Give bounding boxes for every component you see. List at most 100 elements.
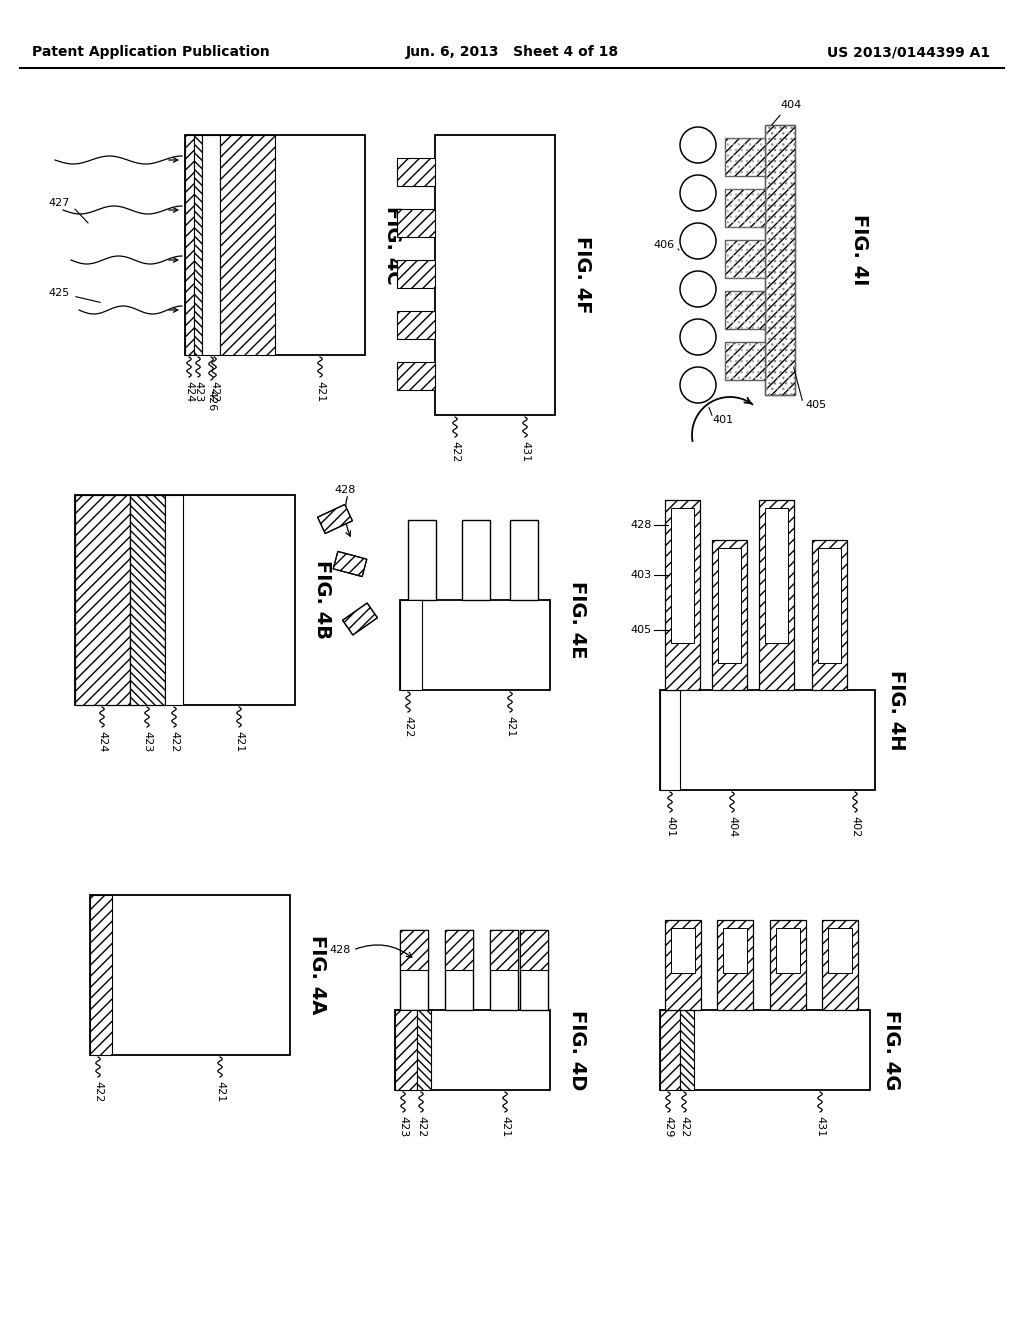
Text: 422: 422	[679, 1115, 689, 1138]
Text: FIG. 4I: FIG. 4I	[850, 214, 869, 285]
Bar	[770, 920, 806, 1010]
Text: 406: 406	[654, 240, 675, 249]
Text: Patent Application Publication: Patent Application Publication	[32, 45, 269, 59]
Circle shape	[680, 223, 716, 259]
Text: 422: 422	[209, 381, 219, 403]
Text: 429: 429	[663, 1115, 673, 1138]
Bar	[185, 135, 365, 355]
Bar	[75, 495, 130, 705]
Text: 403: 403	[631, 570, 652, 579]
Text: FIG. 4F: FIG. 4F	[573, 236, 592, 314]
Text: 405: 405	[631, 624, 652, 635]
Bar	[671, 508, 694, 643]
Bar	[776, 928, 800, 973]
Text: 425: 425	[49, 288, 70, 298]
Bar	[660, 1010, 870, 1090]
Text: 421: 421	[500, 1115, 510, 1138]
Bar	[417, 1010, 431, 1090]
Bar	[130, 495, 165, 705]
Bar	[397, 158, 435, 186]
Bar	[520, 931, 548, 970]
Bar	[408, 520, 436, 601]
Bar	[665, 920, 701, 1010]
Bar	[671, 928, 695, 973]
Bar	[712, 540, 746, 690]
Text: 426: 426	[206, 389, 216, 412]
Bar	[725, 240, 765, 279]
Bar	[194, 135, 202, 355]
Bar	[725, 342, 765, 380]
Text: 404: 404	[727, 816, 737, 837]
Bar	[723, 928, 746, 973]
Bar	[490, 931, 518, 1010]
Bar	[725, 139, 765, 176]
Bar	[717, 920, 753, 1010]
Text: 405: 405	[805, 400, 826, 411]
Text: 404: 404	[780, 100, 801, 110]
Text: 423: 423	[193, 381, 203, 403]
Circle shape	[680, 176, 716, 211]
Bar	[400, 601, 422, 690]
Bar	[202, 135, 220, 355]
Bar	[718, 548, 741, 663]
Circle shape	[680, 127, 716, 162]
Bar	[680, 1010, 694, 1090]
Text: 421: 421	[505, 715, 515, 738]
Bar	[400, 601, 550, 690]
Text: Jun. 6, 2013   Sheet 4 of 18: Jun. 6, 2013 Sheet 4 of 18	[406, 45, 618, 59]
Text: FIG. 4B: FIG. 4B	[313, 561, 332, 639]
Circle shape	[680, 367, 716, 403]
Bar	[75, 495, 295, 705]
Bar	[317, 504, 352, 533]
Bar	[822, 920, 858, 1010]
Text: 431: 431	[815, 1115, 825, 1137]
Text: 421: 421	[215, 1081, 225, 1102]
Bar	[220, 135, 275, 355]
Text: 402: 402	[850, 816, 860, 837]
Text: 422: 422	[93, 1081, 103, 1102]
Bar	[395, 1010, 417, 1090]
Text: 428: 428	[334, 484, 355, 495]
Bar	[765, 508, 788, 643]
Bar	[725, 139, 765, 176]
Bar	[400, 931, 428, 970]
Bar	[343, 603, 378, 635]
Circle shape	[680, 271, 716, 308]
Text: US 2013/0144399 A1: US 2013/0144399 A1	[826, 45, 990, 59]
Bar	[725, 342, 765, 380]
Bar	[725, 189, 765, 227]
Text: FIG. 4D: FIG. 4D	[568, 1010, 587, 1090]
Bar	[660, 690, 874, 789]
Bar	[812, 540, 847, 690]
Text: 421: 421	[315, 381, 325, 403]
Bar	[765, 125, 795, 395]
Text: FIG. 4G: FIG. 4G	[882, 1010, 901, 1090]
Bar	[490, 931, 518, 970]
Bar	[395, 1010, 550, 1090]
Bar	[317, 504, 352, 533]
Bar	[725, 290, 765, 329]
Bar	[765, 125, 795, 395]
Bar	[395, 1010, 417, 1090]
Bar	[445, 931, 473, 1010]
Text: 428: 428	[631, 520, 652, 531]
Bar	[759, 500, 794, 690]
Bar	[725, 240, 765, 279]
Text: 427: 427	[48, 198, 70, 209]
Bar	[445, 931, 473, 970]
Bar	[520, 931, 548, 1010]
Text: 431: 431	[520, 441, 530, 462]
Text: 422: 422	[450, 441, 460, 462]
Bar	[165, 495, 183, 705]
Text: FIG. 4C: FIG. 4C	[383, 206, 402, 284]
Bar	[400, 931, 428, 1010]
Bar	[725, 290, 765, 329]
Bar	[660, 690, 680, 789]
Circle shape	[680, 319, 716, 355]
Text: 423: 423	[142, 731, 152, 752]
Bar	[818, 548, 841, 663]
Text: 422: 422	[416, 1115, 426, 1138]
Bar	[333, 552, 367, 577]
Bar	[510, 520, 538, 601]
Text: 424: 424	[97, 731, 106, 752]
